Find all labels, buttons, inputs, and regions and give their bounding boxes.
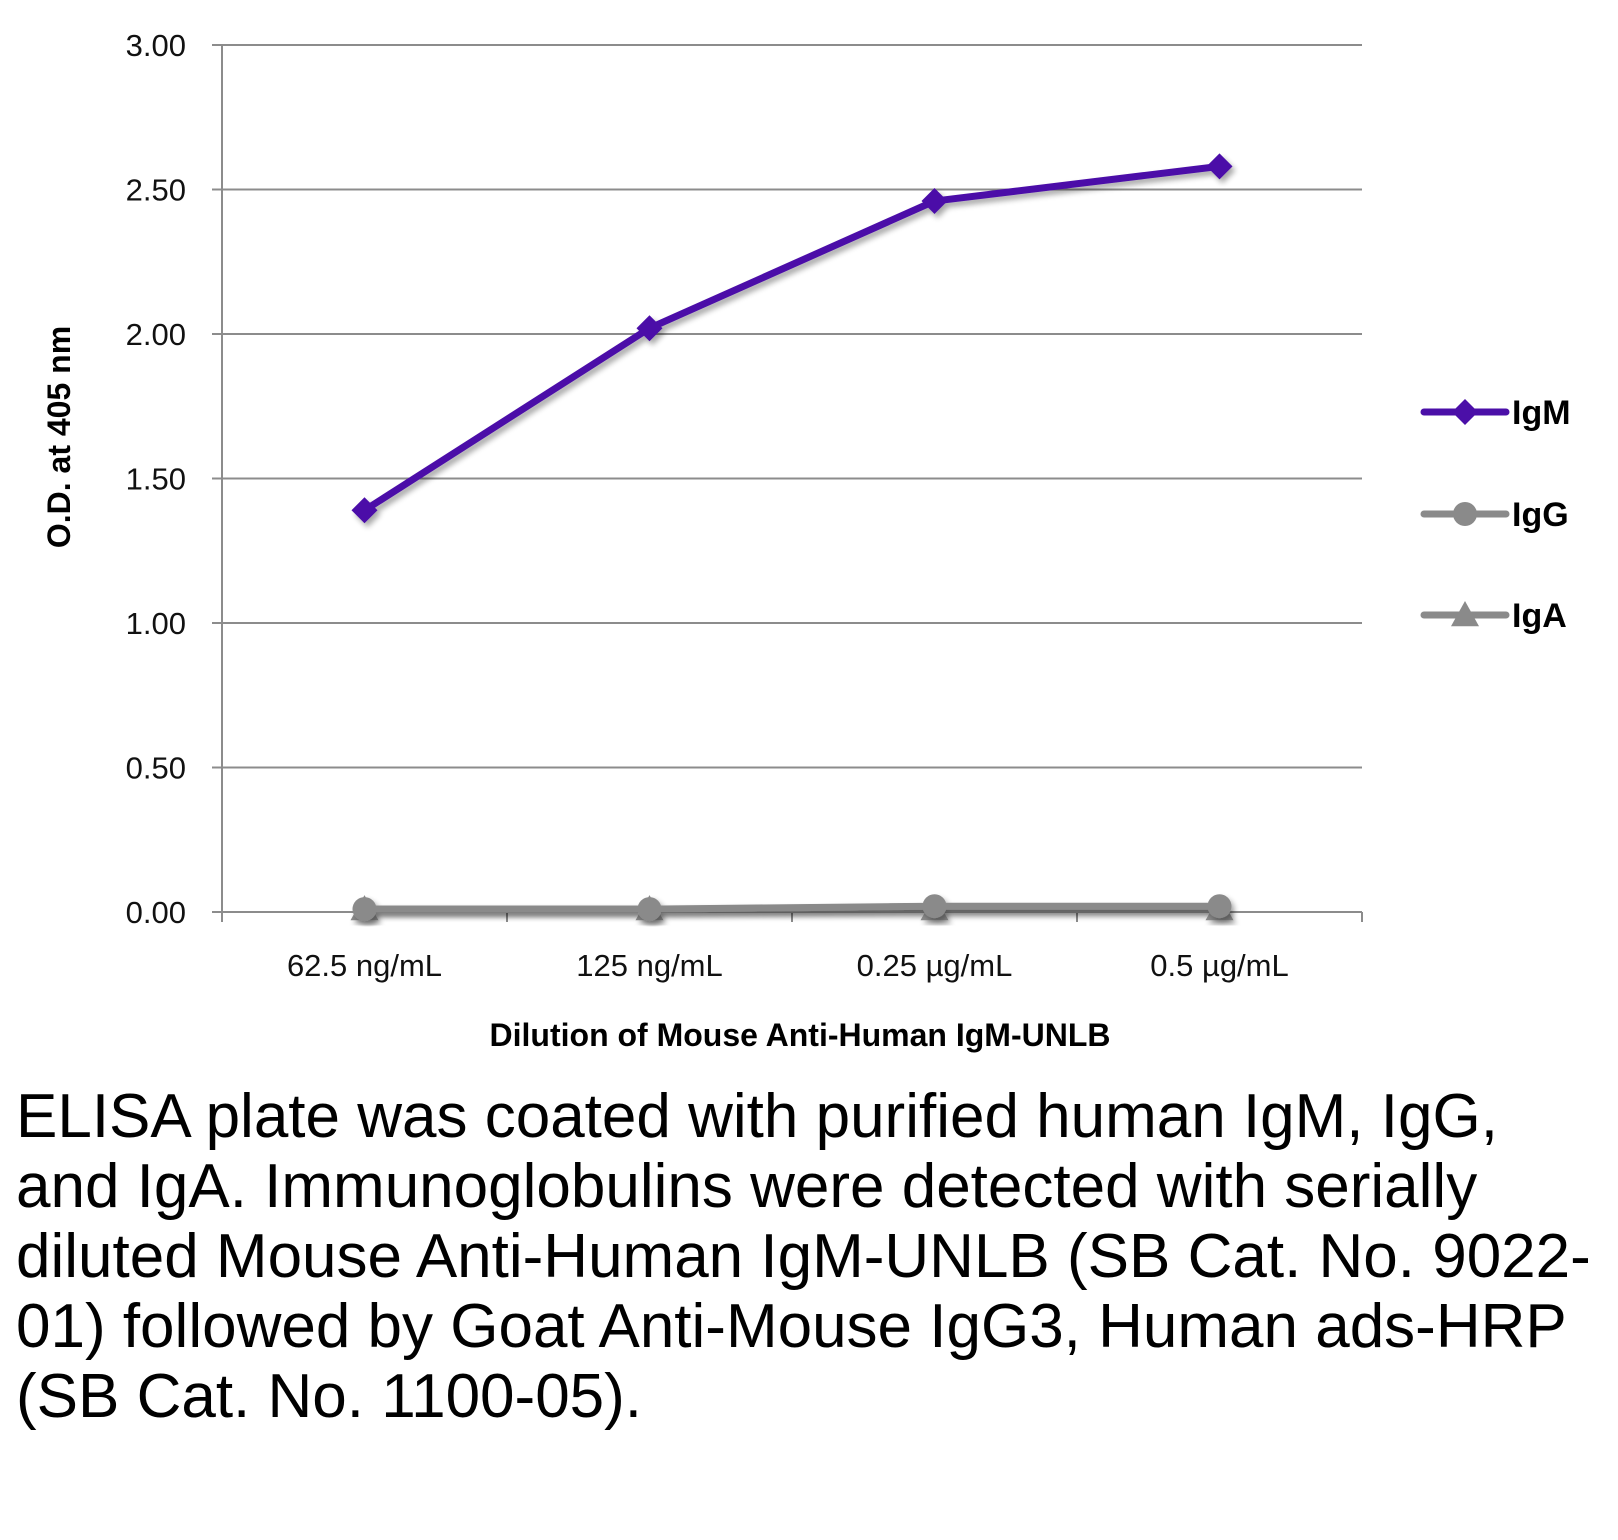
y-tick-label: 0.00 xyxy=(126,895,186,930)
data-point-igm xyxy=(351,497,378,524)
legend-entry-igm: IgM xyxy=(1420,394,1571,432)
elisa-line-chart: 0.00 0.50 1.00 1.50 2.00 2.50 3.00 62.5 ng/mL 1… xyxy=(41,28,1571,1053)
series-line-igg xyxy=(361,902,1223,913)
data-point-igg xyxy=(1207,894,1232,919)
figure-caption: ELISA plate was coated with purified hum… xyxy=(16,1082,1591,1431)
data-point-igm xyxy=(1206,153,1233,180)
y-tick-label: 2.50 xyxy=(126,173,186,208)
legend: IgM IgG IgA xyxy=(1420,394,1571,635)
legend-label: IgM xyxy=(1512,394,1571,432)
y-tick-labels: 0.00 0.50 1.00 1.50 2.00 2.50 3.00 xyxy=(126,28,186,930)
gridlines xyxy=(212,44,1362,769)
x-tick-label: 62.5 ng/mL xyxy=(287,948,442,983)
axes xyxy=(212,45,1363,922)
legend-marker xyxy=(1451,601,1479,627)
x-tick-label: 0.5 µg/mL xyxy=(1150,948,1289,983)
y-tick-label: 2.00 xyxy=(126,317,186,352)
data-point-igg xyxy=(352,897,377,922)
y-tick-label: 3.00 xyxy=(126,28,186,63)
data-point-igm xyxy=(921,188,948,215)
legend-marker xyxy=(1452,399,1478,425)
data-point-igg xyxy=(922,894,947,919)
legend-entry-igg: IgG xyxy=(1420,496,1569,534)
data-point-igg xyxy=(637,897,662,922)
legend-marker xyxy=(1453,502,1477,526)
x-tick-label: 0.25 µg/mL xyxy=(857,948,1013,983)
data-point-igm xyxy=(636,315,663,342)
y-tick-label: 1.00 xyxy=(126,606,186,641)
x-tick-labels: 62.5 ng/mL 125 ng/mL 0.25 µg/mL 0.5 µg/mL xyxy=(287,948,1289,983)
legend-label: IgA xyxy=(1512,597,1567,635)
y-axis-title: O.D. at 405 nm xyxy=(41,326,77,548)
series-igm xyxy=(351,153,1233,524)
legend-label: IgG xyxy=(1512,496,1569,534)
y-tick-label: 0.50 xyxy=(126,751,186,786)
series-line-igm xyxy=(361,162,1223,514)
series-igg xyxy=(352,894,1232,922)
x-tick-label: 125 ng/mL xyxy=(576,948,723,983)
x-axis-title: Dilution of Mouse Anti-Human IgM-UNLB xyxy=(490,1017,1111,1053)
data-series xyxy=(350,153,1234,922)
legend-entry-iga: IgA xyxy=(1420,597,1567,635)
y-tick-label: 1.50 xyxy=(126,462,186,497)
